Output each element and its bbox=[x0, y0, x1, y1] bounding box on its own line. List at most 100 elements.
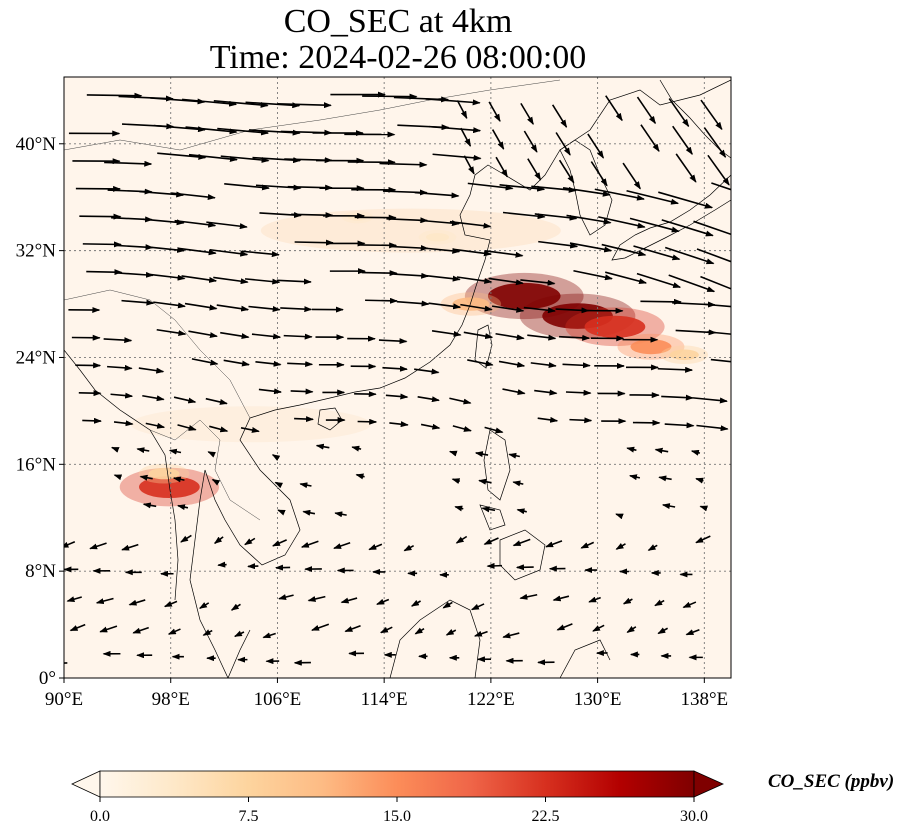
wind-vector bbox=[552, 595, 570, 602]
wind-vector bbox=[467, 182, 514, 191]
wind-vector bbox=[213, 100, 269, 108]
myanmar-coastline bbox=[64, 349, 179, 601]
wind-vector bbox=[396, 300, 430, 307]
wind-vector bbox=[99, 625, 118, 633]
y-tick-label: 24°N bbox=[16, 347, 57, 368]
wind-vector bbox=[696, 248, 731, 263]
wind-vector bbox=[432, 153, 482, 161]
wind-vector bbox=[271, 454, 281, 461]
y-tick-label: 16°N bbox=[16, 454, 57, 475]
wind-vector bbox=[484, 426, 504, 434]
wind-vector bbox=[414, 627, 425, 635]
wind-vector bbox=[262, 632, 276, 639]
wind-vector bbox=[559, 334, 591, 341]
wind-vector bbox=[240, 426, 260, 433]
wind-vector bbox=[315, 443, 330, 450]
wind-vector bbox=[636, 272, 682, 288]
wind-vector bbox=[278, 594, 294, 600]
wind-vector bbox=[495, 156, 508, 178]
wind-vector bbox=[280, 306, 313, 313]
wind-vector bbox=[209, 425, 229, 433]
wind-vector bbox=[449, 220, 492, 229]
co-plume-core bbox=[148, 468, 180, 480]
wind-vector bbox=[530, 362, 557, 369]
wind-vector bbox=[365, 297, 399, 304]
wind-vector bbox=[376, 598, 390, 605]
wind-vector bbox=[491, 129, 505, 150]
wind-vector bbox=[700, 275, 731, 290]
wind-vector bbox=[647, 544, 658, 552]
wind-vector bbox=[389, 245, 429, 252]
wind-vector bbox=[425, 98, 481, 106]
wind-vector bbox=[110, 392, 134, 399]
wind-vector bbox=[654, 447, 669, 454]
latitude-ticks: 0° 8°N 16°N 24°N 32°N 40°N bbox=[16, 134, 64, 689]
co-plume-core bbox=[425, 233, 450, 242]
co-plume-core bbox=[669, 349, 699, 361]
wind-vector bbox=[451, 478, 461, 484]
wind-vector bbox=[113, 474, 123, 481]
wind-vector bbox=[167, 628, 181, 635]
wind-vector bbox=[283, 333, 313, 340]
wind-vector bbox=[132, 626, 149, 634]
wind-vector bbox=[234, 630, 245, 638]
wind-vector bbox=[622, 162, 641, 190]
wind-vector bbox=[224, 182, 270, 191]
wind-vector bbox=[483, 537, 499, 545]
wind-vector bbox=[460, 127, 472, 147]
wind-vector bbox=[598, 216, 646, 229]
wind-vector bbox=[562, 186, 611, 197]
wind-vector bbox=[668, 98, 690, 128]
wind-vector bbox=[382, 365, 408, 372]
wind-vector bbox=[605, 271, 648, 285]
wind-vector bbox=[191, 358, 219, 366]
wind-vector bbox=[449, 397, 472, 405]
wind-vector bbox=[690, 449, 701, 456]
wind-vector bbox=[654, 599, 665, 607]
wind-vector bbox=[163, 600, 178, 608]
indochina-coastline bbox=[189, 417, 301, 678]
wind-vector bbox=[223, 359, 250, 367]
map-frame bbox=[63, 76, 732, 679]
wind-vector bbox=[107, 364, 133, 371]
wind-vector bbox=[502, 211, 546, 220]
wind-vector bbox=[498, 360, 526, 368]
wind-vector bbox=[121, 299, 155, 306]
wind-vector bbox=[307, 595, 326, 602]
wind-vector bbox=[661, 503, 676, 510]
wind-vector bbox=[299, 482, 312, 489]
wind-vector bbox=[463, 155, 475, 175]
wind-vector bbox=[157, 152, 207, 160]
wind-vector bbox=[95, 597, 114, 605]
wind-vector bbox=[184, 302, 218, 311]
wind-vector bbox=[277, 509, 286, 516]
wind-vector bbox=[668, 274, 716, 293]
wind-vector bbox=[488, 101, 501, 123]
wind-vector bbox=[174, 219, 217, 228]
wind-vector bbox=[658, 475, 672, 482]
wind-vector bbox=[534, 213, 578, 221]
wind-vector bbox=[181, 275, 218, 283]
wind-vector bbox=[590, 161, 608, 187]
wind-vector bbox=[311, 623, 330, 631]
wind-vector bbox=[351, 445, 362, 452]
colorbar-tick-label: 22.5 bbox=[532, 808, 560, 825]
wind-vector bbox=[139, 474, 153, 481]
wind-vector bbox=[672, 125, 693, 155]
wind-vector bbox=[181, 98, 238, 107]
wind-vector bbox=[573, 269, 613, 281]
wind-vector bbox=[711, 182, 731, 191]
wind-vector bbox=[255, 360, 282, 367]
colorbar: 0.0 7.5 15.0 22.5 30.0 CO_SEC (ppbv) bbox=[71, 770, 894, 825]
wind-vector bbox=[168, 448, 182, 455]
wind-vector bbox=[66, 596, 82, 603]
wind-vector bbox=[456, 100, 468, 120]
wind-vector bbox=[626, 189, 680, 205]
wind-vector bbox=[114, 244, 154, 251]
wind-vector bbox=[385, 393, 409, 400]
wind-vector bbox=[512, 480, 524, 487]
wind-vector bbox=[664, 422, 695, 429]
wind-vector bbox=[454, 505, 464, 512]
wind-vector bbox=[512, 538, 531, 547]
